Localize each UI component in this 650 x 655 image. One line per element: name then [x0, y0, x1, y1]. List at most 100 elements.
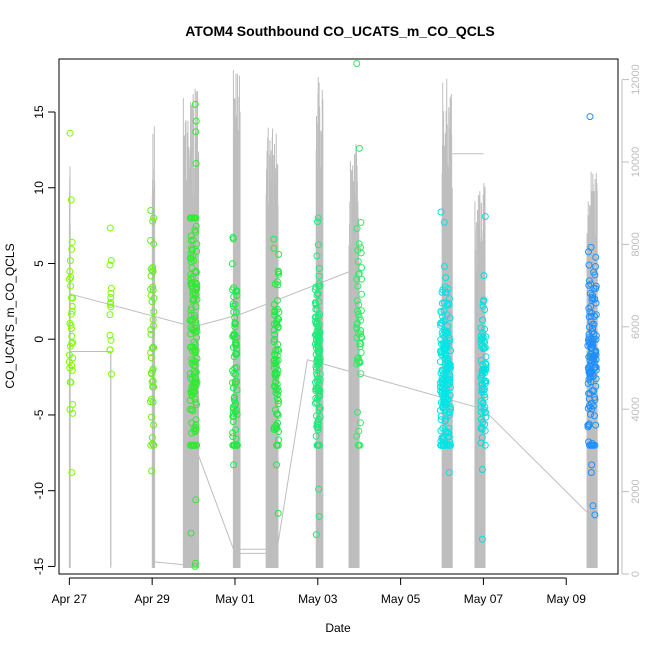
data-point — [438, 366, 446, 374]
data-point — [189, 407, 197, 415]
data-point — [445, 424, 453, 432]
data-point — [438, 288, 446, 296]
data-point — [479, 345, 487, 353]
data-point — [271, 311, 279, 319]
data-point — [107, 284, 115, 292]
data-point — [187, 529, 195, 537]
data-point — [147, 326, 155, 334]
y2-tick-label: 0 — [630, 571, 642, 577]
data-point — [587, 243, 595, 251]
x-tick-label: May 01 — [215, 592, 255, 606]
data-point — [441, 406, 449, 414]
data-point — [353, 225, 361, 233]
data-point — [481, 409, 489, 417]
data-point — [354, 258, 362, 265]
chart-title: ATOM4 Southbound CO_UCATS_m_CO_QCLS — [185, 23, 495, 39]
data-point — [275, 315, 283, 323]
data-point — [149, 286, 157, 294]
data-point — [231, 323, 239, 331]
data-point — [69, 409, 77, 417]
data-point — [436, 358, 444, 366]
data-point — [68, 469, 76, 476]
data-point — [314, 325, 322, 333]
data-point — [192, 128, 200, 136]
scatter-points — [65, 60, 600, 570]
data-point — [149, 367, 157, 375]
data-point — [437, 437, 445, 445]
data-point — [274, 509, 282, 517]
data-point — [353, 275, 361, 283]
data-point — [270, 424, 278, 432]
data-point — [482, 379, 489, 387]
data-point — [190, 214, 198, 222]
data-point — [192, 291, 200, 299]
data-point — [229, 405, 237, 413]
data-point — [314, 218, 321, 226]
data-point — [232, 342, 240, 350]
data-point — [66, 257, 74, 265]
data-point — [353, 334, 361, 342]
data-point — [273, 410, 281, 418]
data-point — [274, 400, 282, 408]
data-point — [592, 299, 600, 307]
data-point — [148, 344, 156, 352]
data-point — [271, 280, 279, 288]
data-point — [270, 356, 278, 364]
data-point — [272, 378, 279, 386]
data-point — [66, 129, 74, 137]
data-point — [315, 485, 323, 493]
y2-tick-label: 12000 — [630, 64, 642, 95]
data-point — [586, 290, 594, 297]
data-point — [440, 370, 447, 378]
data-point — [312, 351, 320, 358]
y-tick-label: 5 — [32, 260, 46, 267]
data-point — [68, 238, 76, 246]
data-point — [233, 441, 241, 449]
data-point — [67, 294, 75, 302]
data-point — [354, 282, 362, 290]
altitude-connector-2 — [275, 359, 588, 554]
data-point — [233, 386, 241, 394]
data-point — [477, 408, 485, 416]
data-point — [589, 324, 596, 332]
data-point — [477, 336, 485, 344]
data-point — [588, 405, 596, 413]
data-point — [315, 298, 323, 306]
data-point — [357, 249, 365, 257]
data-point — [587, 312, 595, 320]
data-point — [314, 375, 322, 383]
data-point — [190, 371, 198, 379]
data-point — [270, 326, 278, 334]
data-point — [589, 353, 597, 361]
data-point — [274, 441, 282, 449]
data-point — [189, 317, 197, 325]
data-point — [187, 250, 195, 258]
data-point — [315, 264, 323, 272]
data-point — [312, 344, 320, 352]
data-point — [481, 427, 489, 435]
data-point — [584, 421, 592, 429]
data-point — [191, 369, 199, 377]
data-point — [193, 334, 201, 341]
data-point — [313, 252, 321, 260]
data-point — [438, 384, 446, 392]
data-point — [69, 400, 77, 408]
data-point — [446, 373, 454, 381]
data-point — [190, 257, 198, 264]
data-point — [67, 321, 75, 329]
data-point — [357, 327, 365, 334]
data-point — [107, 303, 115, 311]
data-point — [312, 365, 320, 373]
data-point — [270, 338, 278, 346]
data-point — [482, 333, 490, 341]
y-tick-label: 15 — [32, 105, 46, 119]
data-point — [585, 281, 593, 289]
data-point — [192, 268, 200, 276]
data-point — [478, 535, 486, 543]
data-point — [232, 339, 239, 347]
data-point — [589, 502, 597, 510]
data-point — [355, 301, 363, 309]
data-point — [189, 291, 197, 299]
data-point — [107, 289, 115, 297]
data-point — [189, 347, 196, 355]
